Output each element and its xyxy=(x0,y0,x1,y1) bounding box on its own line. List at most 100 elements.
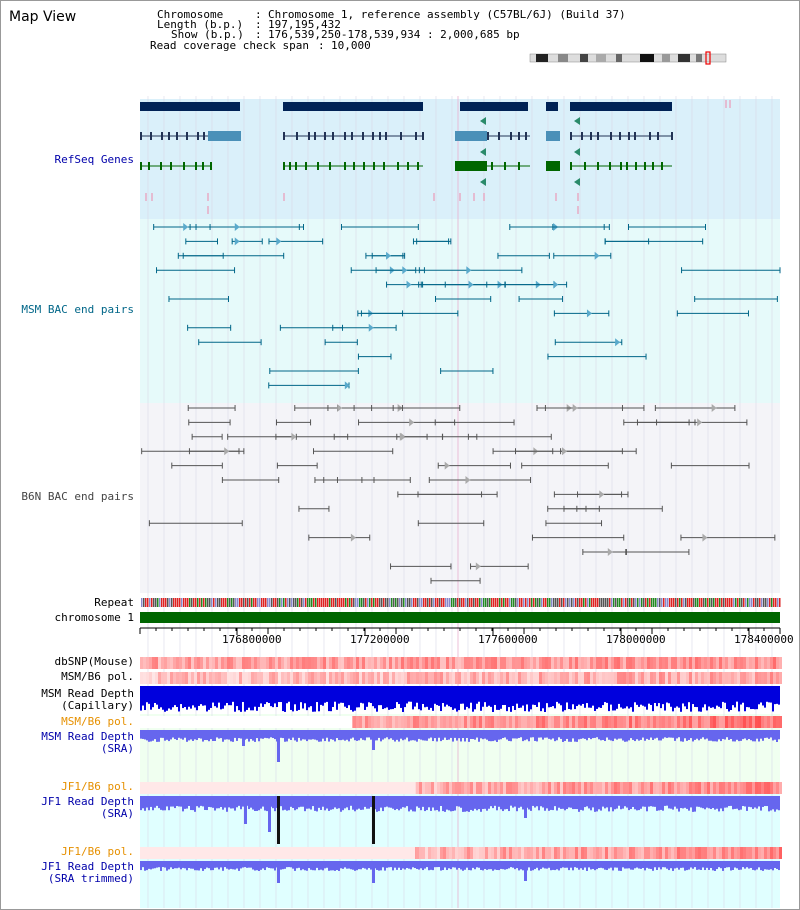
depth-bar xyxy=(356,796,358,810)
heat-cell xyxy=(656,782,659,794)
gene-block xyxy=(455,131,487,141)
heat-cell xyxy=(698,672,701,684)
heat-cell xyxy=(722,782,725,794)
depth-bar xyxy=(292,796,294,808)
heat-cell xyxy=(494,716,497,728)
heat-cell xyxy=(728,716,731,728)
heat-cell xyxy=(350,657,353,669)
gene-exon xyxy=(491,162,493,170)
heat-cell xyxy=(590,716,593,728)
depth-bar xyxy=(182,686,184,709)
depth-bar xyxy=(650,730,652,738)
heat-cell xyxy=(275,657,278,669)
depth-bar xyxy=(434,730,436,739)
depth-bar xyxy=(466,686,468,707)
heat-cell xyxy=(626,847,629,859)
depth-bar xyxy=(670,730,672,738)
heat-cell xyxy=(239,672,242,684)
depth-bar xyxy=(452,730,454,742)
gene-exon xyxy=(283,132,285,140)
heat-cell xyxy=(542,716,545,728)
heat-cell xyxy=(548,716,551,728)
depth-bar xyxy=(550,686,552,707)
heat-cell xyxy=(425,716,428,728)
depth-bar xyxy=(768,686,770,703)
repeat-segment xyxy=(223,598,225,607)
heat-cell xyxy=(347,657,350,669)
repeat-segment xyxy=(449,598,451,607)
heat-cell xyxy=(422,782,425,794)
depth-bar xyxy=(546,861,548,869)
show-value: 176,539,250-178,539,934 : 2,000,685 bp xyxy=(268,28,520,41)
depth-bar xyxy=(212,686,214,703)
heat-cell xyxy=(470,782,473,794)
repeat-segment xyxy=(255,598,257,607)
depth-bar xyxy=(490,730,492,742)
repeat-segment xyxy=(427,598,429,607)
depth-bar xyxy=(400,730,402,739)
heat-cell xyxy=(764,657,767,669)
depth-bar xyxy=(618,730,620,739)
depth-bar xyxy=(758,796,760,807)
heat-cell xyxy=(431,782,434,794)
depth-bar xyxy=(578,861,580,870)
heat-cell xyxy=(185,657,188,669)
depth-bar xyxy=(646,730,648,739)
repeat-segment xyxy=(389,598,391,607)
bac-end-arrow xyxy=(562,447,568,456)
heat-cell xyxy=(749,716,752,728)
heat-cell xyxy=(425,657,428,669)
depth-bar xyxy=(738,730,740,742)
repeat-segment xyxy=(355,598,357,607)
heat-cell xyxy=(689,847,692,859)
depth-bar xyxy=(198,730,200,739)
heat-cell xyxy=(584,657,587,669)
depth-bar xyxy=(182,730,184,740)
depth-bar xyxy=(238,796,240,806)
heat-cell xyxy=(149,657,152,669)
heat-cell xyxy=(635,672,638,684)
repeat-segment xyxy=(697,598,699,607)
depth-bar xyxy=(718,861,720,868)
depth-bar xyxy=(506,861,508,870)
depth-bar xyxy=(378,686,380,706)
heat-cell xyxy=(398,672,401,684)
depth-bar xyxy=(146,686,148,703)
depth-bar xyxy=(480,686,482,711)
depth-bar xyxy=(452,686,454,710)
depth-bar xyxy=(598,686,600,708)
heat-cell xyxy=(401,657,404,669)
heat-cell xyxy=(569,657,572,669)
depth-bar xyxy=(482,686,484,707)
heat-cell xyxy=(758,672,761,684)
depth-bar xyxy=(674,796,676,807)
heat-cell xyxy=(269,672,272,684)
depth-bar xyxy=(172,796,174,807)
depth-bar xyxy=(488,861,490,870)
depth-bar xyxy=(284,730,286,742)
heat-cell xyxy=(533,847,536,859)
msm-bac-label: MSM BAC end pairs xyxy=(21,303,134,316)
depth-bar xyxy=(140,796,142,811)
depth-bar xyxy=(356,730,358,741)
heat-cell xyxy=(605,716,608,728)
heat-cell xyxy=(671,847,674,859)
axis-tick-label: 178400000 xyxy=(734,633,794,646)
heat-cell xyxy=(680,672,683,684)
depth-bar xyxy=(662,796,664,811)
depth-bar xyxy=(324,861,326,869)
depth-bar xyxy=(538,796,540,811)
repeat-segment xyxy=(629,598,631,607)
heat-cell xyxy=(422,716,425,728)
depth-bar xyxy=(666,686,668,703)
chromosome-ideogram[interactable] xyxy=(528,51,730,65)
depth-bar xyxy=(596,796,598,812)
depth-bar xyxy=(204,796,206,810)
heat-cell xyxy=(377,672,380,684)
depth-bar xyxy=(462,796,464,812)
depth-bar xyxy=(174,686,176,706)
depth-bar xyxy=(476,861,478,868)
depth-bar xyxy=(334,686,336,702)
depth-bar xyxy=(752,686,754,710)
